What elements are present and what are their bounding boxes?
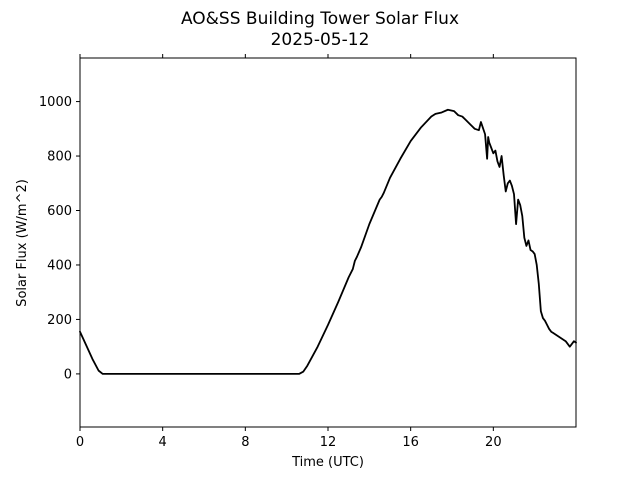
x-tick-label: 4 — [159, 435, 167, 450]
x-axis-label: Time (UTC) — [291, 455, 364, 470]
series-line-0 — [79, 108, 577, 375]
x-tick-label: 16 — [402, 435, 419, 450]
plot-area — [79, 108, 577, 375]
y-tick-label: 600 — [47, 204, 72, 219]
y-tick-label: 400 — [47, 258, 72, 273]
x-tick-label: 20 — [485, 435, 502, 450]
plot-frame — [79, 57, 577, 428]
y-tick-label: 200 — [47, 313, 72, 328]
y-tick-label: 800 — [47, 150, 72, 165]
y-tick-label: 1000 — [39, 95, 72, 110]
chart-subtitle: 2025-05-12 — [271, 30, 370, 50]
y-axis: 0 200 400 600 800 1000 — [39, 95, 80, 382]
chart-title: AO&SS Building Tower Solar Flux — [181, 9, 459, 29]
x-tick-label: 12 — [320, 435, 337, 450]
y-tick-label: 0 — [64, 367, 72, 382]
x-axis: 0 4 8 12 16 20 — [76, 54, 502, 450]
x-tick-label: 8 — [241, 435, 249, 450]
x-tick-label: 0 — [76, 435, 84, 450]
y-axis-label: Solar Flux (W/m^2) — [15, 179, 30, 307]
